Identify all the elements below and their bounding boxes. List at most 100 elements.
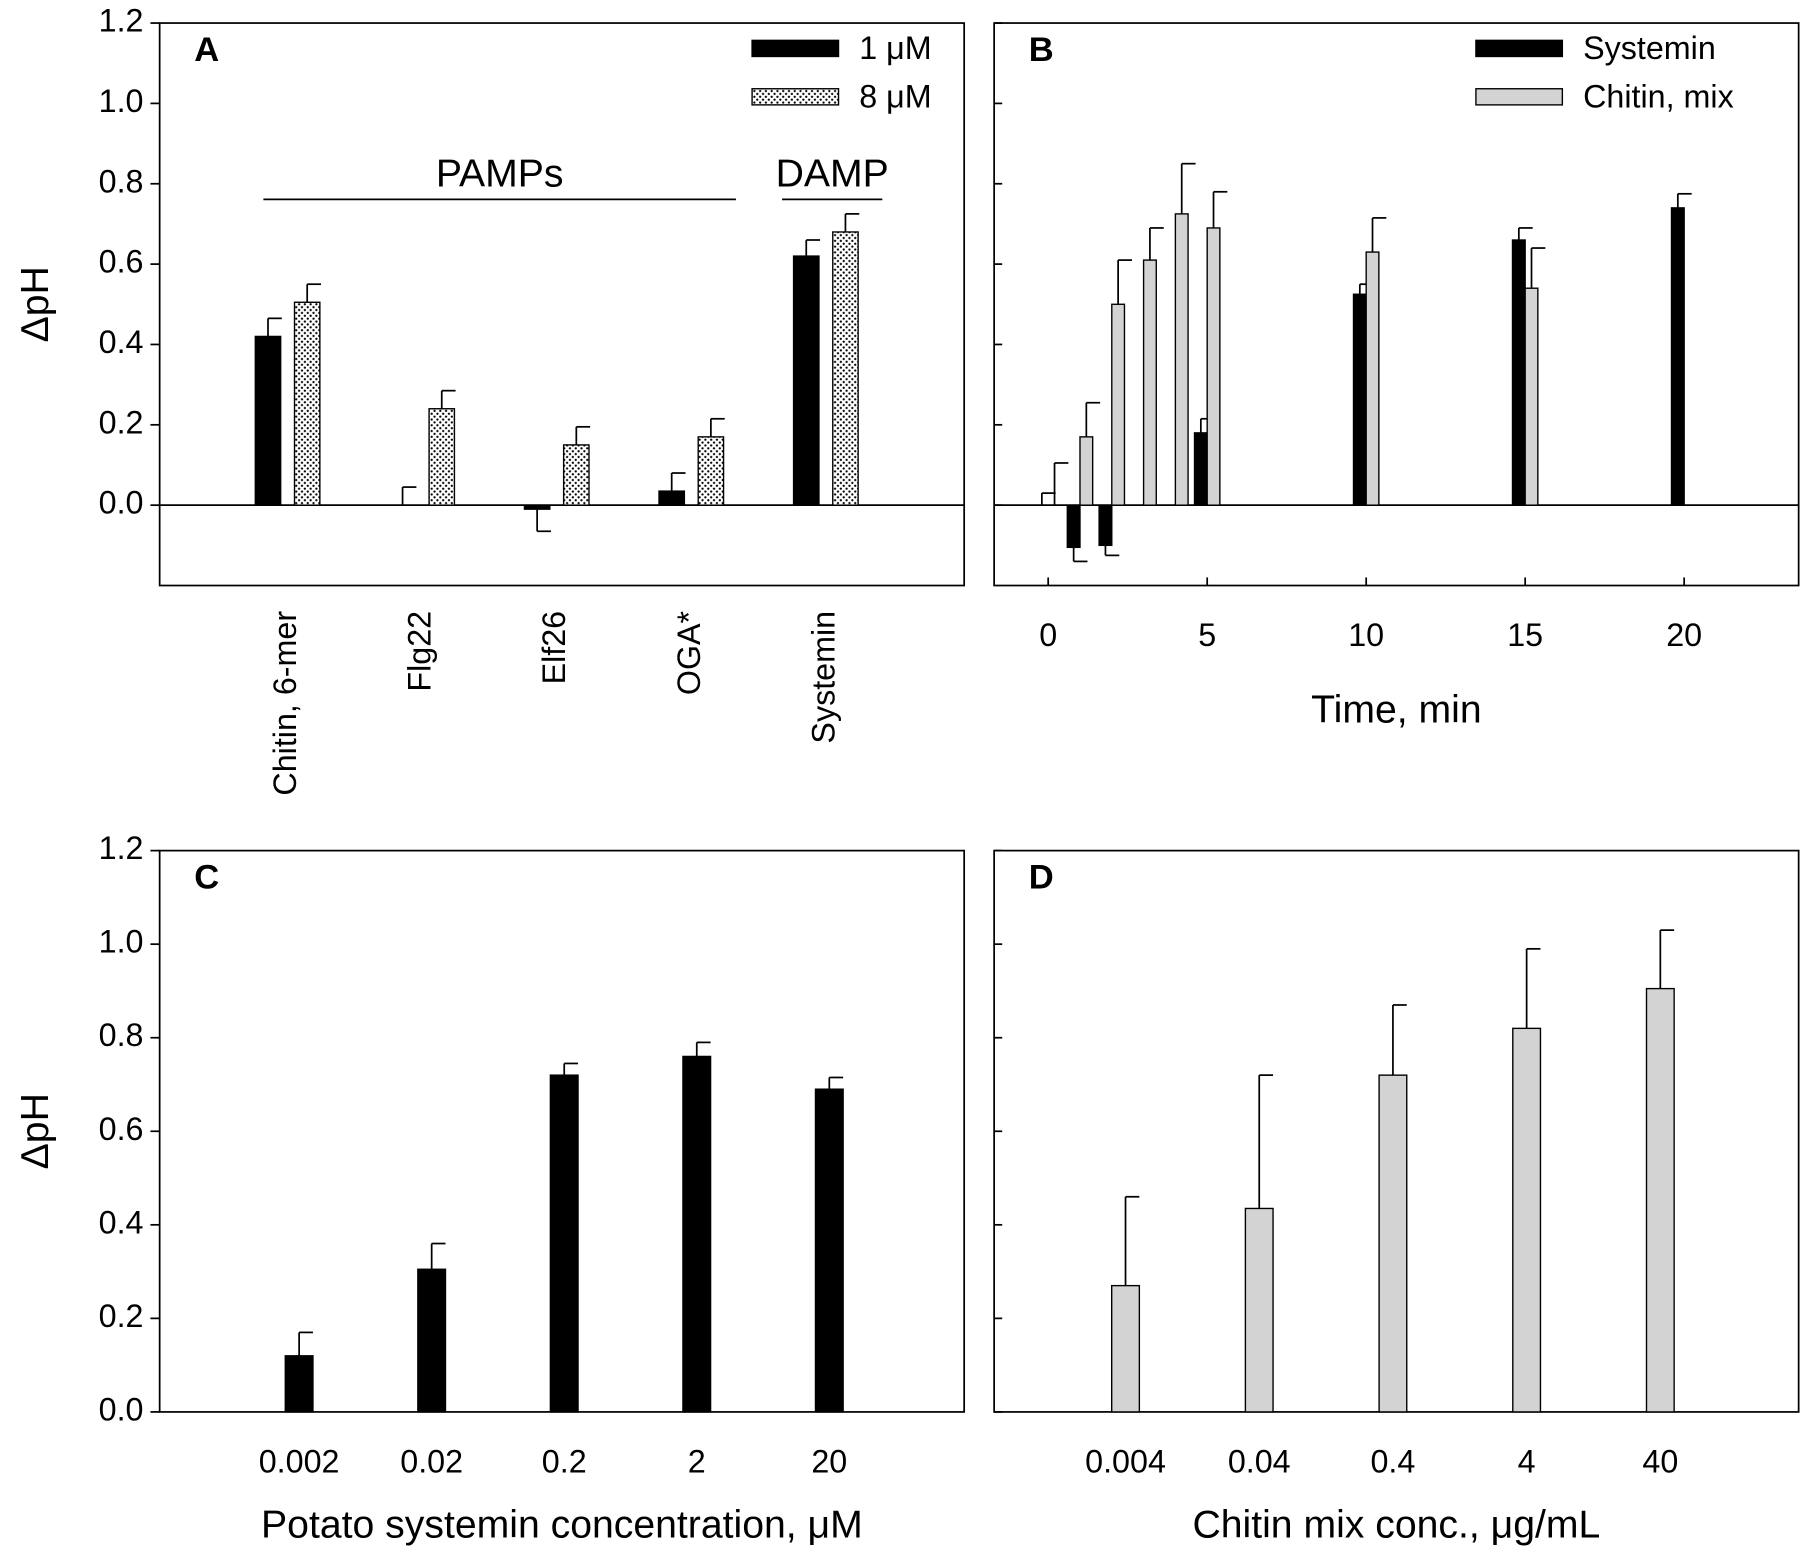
x-tick-label: 20 — [811, 1443, 847, 1479]
bar — [1206, 227, 1221, 506]
error-bar — [710, 417, 725, 437]
bar — [1511, 239, 1526, 506]
legend-swatch — [1475, 88, 1564, 106]
y-tick-label: 0.0 — [99, 485, 144, 521]
error-bar — [298, 1331, 313, 1356]
bar — [428, 408, 456, 506]
x-tick-label: 5 — [1198, 617, 1216, 653]
error-bar — [695, 1041, 711, 1057]
error-bar — [1258, 1074, 1274, 1209]
plot-frame — [993, 22, 1800, 587]
error-bar — [1104, 545, 1120, 557]
legend-swatch — [1475, 39, 1564, 58]
error-bar — [306, 283, 322, 303]
bar — [284, 1355, 314, 1413]
bar — [1079, 436, 1094, 506]
error-bar — [536, 509, 551, 533]
bar — [254, 335, 282, 506]
y-tick-label: 0.4 — [99, 324, 144, 360]
y-tick-label: 0.6 — [99, 1111, 144, 1147]
error-bar — [1085, 401, 1101, 437]
panel-letter: B — [1029, 31, 1054, 69]
x-tick-label: 0.2 — [542, 1443, 587, 1479]
bar — [1111, 303, 1126, 506]
error-bar — [267, 317, 282, 337]
annotation: DAMP — [776, 153, 889, 196]
bar — [549, 1074, 579, 1413]
bar — [1193, 432, 1208, 506]
error-bar — [1180, 162, 1196, 214]
error-bar — [1371, 217, 1387, 253]
bar — [1365, 251, 1380, 506]
bar — [697, 436, 725, 506]
x-tick-label: Flg22 — [402, 611, 438, 692]
x-tick-label: 0 — [1039, 617, 1057, 653]
error-bar — [844, 213, 860, 232]
y-axis-label: ΔpH — [14, 1093, 57, 1169]
error-bar — [1659, 929, 1675, 989]
x-tick-label: 0.04 — [1228, 1443, 1291, 1479]
bar — [1142, 259, 1157, 506]
x-tick-label: 0.4 — [1370, 1443, 1415, 1479]
bar — [832, 231, 859, 506]
x-tick-label: 0.002 — [259, 1443, 340, 1479]
x-axis-label: Time, min — [1311, 689, 1481, 732]
x-tick-label: 2 — [688, 1443, 706, 1479]
bar — [293, 301, 321, 506]
bar — [417, 1268, 447, 1413]
error-bar — [1676, 192, 1692, 208]
y-tick-label: 0.2 — [99, 1298, 144, 1334]
x-tick-label: Chitin, 6-mer — [267, 611, 303, 796]
legend-label: Systemin — [1583, 30, 1716, 66]
y-tick-label: 1.2 — [99, 3, 144, 39]
error-bar — [1149, 227, 1164, 261]
x-tick-label: 4 — [1518, 1443, 1536, 1479]
y-tick-label: 0.2 — [99, 404, 144, 440]
bar — [1670, 207, 1685, 506]
x-axis-label: Chitin mix conc., μg/mL — [1192, 1504, 1600, 1547]
x-tick-label: Systemin — [805, 611, 841, 744]
error-bar — [1530, 247, 1546, 289]
error-bar — [805, 239, 821, 257]
x-tick-label: 0.02 — [400, 1443, 463, 1479]
panel-letter: A — [194, 31, 219, 69]
x-tick-label: Elf26 — [536, 611, 572, 685]
legend-label: 1 μM — [859, 30, 931, 66]
bar — [1244, 1207, 1274, 1413]
y-tick-label: 0.8 — [99, 163, 144, 199]
panel-letter: D — [1029, 859, 1054, 897]
y-tick-label: 0.4 — [99, 1204, 144, 1240]
error-bar — [430, 1242, 446, 1270]
y-tick-label: 0.8 — [99, 1017, 144, 1053]
bar — [1352, 293, 1367, 506]
bar — [1512, 1027, 1542, 1413]
legend-swatch — [751, 39, 840, 58]
x-tick-label: 15 — [1507, 617, 1543, 653]
bar — [658, 490, 686, 506]
plot-frame — [158, 22, 966, 587]
bar — [562, 444, 590, 506]
panel-letter: C — [194, 859, 219, 897]
error-bar — [1212, 190, 1228, 228]
error-bar — [1117, 259, 1132, 305]
error-bar — [1040, 492, 1056, 506]
error-bar — [563, 1062, 579, 1076]
bar — [792, 255, 820, 506]
annotation: PAMPs — [436, 153, 564, 196]
bar — [1645, 987, 1675, 1413]
x-tick-label: OGA* — [671, 610, 707, 695]
error-bar — [1517, 227, 1533, 241]
error-bar — [575, 425, 591, 445]
error-bar — [401, 486, 417, 506]
legend-label: Chitin, mix — [1583, 79, 1734, 115]
bar — [1066, 504, 1081, 549]
x-tick-label: 40 — [1642, 1443, 1678, 1479]
error-bar — [1124, 1195, 1140, 1286]
legend-swatch — [751, 88, 840, 106]
x-tick-label: 20 — [1666, 617, 1702, 653]
bar — [682, 1055, 712, 1413]
x-axis-label: Potato systemin concentration, μM — [261, 1504, 863, 1547]
error-bar — [670, 472, 686, 492]
error-bar — [828, 1076, 844, 1090]
